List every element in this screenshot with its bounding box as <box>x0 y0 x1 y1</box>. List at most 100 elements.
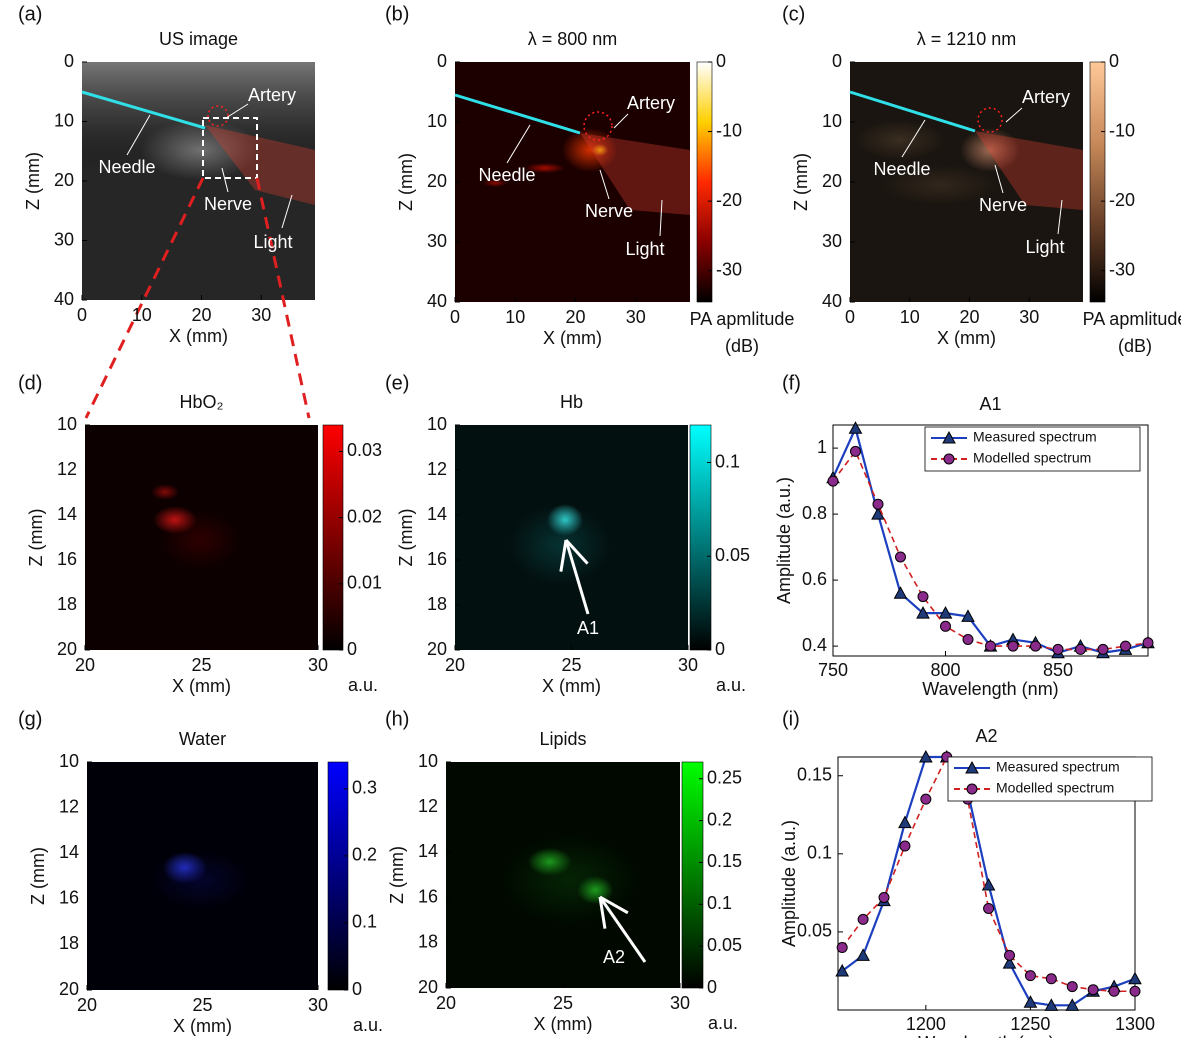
marker <box>1002 956 1017 969</box>
z-tick-label: 16 <box>418 886 438 906</box>
colorbar-tick-label: 0.3 <box>352 778 377 798</box>
marker <box>893 586 908 599</box>
panel-letter: (f) <box>782 372 801 394</box>
marker <box>917 591 929 603</box>
image-feature <box>483 179 507 187</box>
panel-title: HbO₂ <box>180 392 224 412</box>
arrow <box>564 539 590 615</box>
annotation: Light <box>253 232 292 252</box>
x-axis-label: X (mm) <box>172 676 231 696</box>
marker <box>983 902 995 914</box>
z-tick-label: 40 <box>822 291 842 311</box>
marker <box>895 551 906 563</box>
marker <box>835 963 850 977</box>
pointer <box>221 167 229 193</box>
legend-marker <box>942 430 956 444</box>
panel-title: Water <box>179 729 226 749</box>
annotation: Nerve <box>585 201 633 221</box>
artery-outline <box>977 107 1003 133</box>
legend-label: Modelled spectrum <box>996 780 1114 796</box>
x-axis-label: Wavelength (nm) <box>922 679 1058 699</box>
z-tick-label: 16 <box>59 888 79 908</box>
arrow-head <box>564 538 589 565</box>
colorbar-tick-label: 0.15 <box>707 851 742 871</box>
z-axis-label: Z (mm) <box>791 153 811 211</box>
z-tick-label: 0 <box>437 51 447 71</box>
image-feature <box>150 850 250 910</box>
marker <box>1007 640 1019 652</box>
x-tick-label: 20 <box>445 655 465 675</box>
x-tick-label: 20 <box>436 993 456 1013</box>
colorbar-tick-label: 0.2 <box>707 809 732 829</box>
z-axis-label: Z (mm) <box>396 153 416 211</box>
z-tick-label: 12 <box>59 796 79 816</box>
z-tick-label: 14 <box>59 842 79 862</box>
colorbar-tick-label: 0.05 <box>707 935 742 955</box>
colorbar <box>689 424 712 651</box>
z-axis-label: Z (mm) <box>26 509 46 567</box>
marker <box>848 421 863 434</box>
x-tick-label: 30 <box>1019 307 1039 327</box>
light-cone <box>205 125 315 205</box>
marker <box>850 445 861 457</box>
legend-marker <box>943 453 955 465</box>
chart-title: A2 <box>975 726 997 746</box>
annotation: Nerve <box>204 194 252 214</box>
image-feature <box>960 128 1020 172</box>
colorbar-tick-label: 0 <box>1109 51 1119 71</box>
colorbar-tick-label: -20 <box>716 190 742 210</box>
z-tick-label: 30 <box>822 231 842 251</box>
marker <box>1087 984 1099 996</box>
needle <box>454 93 581 135</box>
pointer <box>225 103 249 119</box>
colorbar-tick-label: 0 <box>716 51 726 71</box>
image-feature <box>880 165 1000 205</box>
annotation: Needle <box>873 159 930 179</box>
marker <box>827 475 839 487</box>
marker <box>1044 998 1059 1011</box>
image-feature <box>510 505 610 585</box>
marker <box>1045 973 1057 985</box>
z-tick-label: 20 <box>54 170 74 190</box>
x-tick-label: 20 <box>959 307 979 327</box>
z-tick-label: 10 <box>57 414 77 434</box>
legend-box <box>947 756 1153 802</box>
z-tick-label: 14 <box>57 504 77 524</box>
image-feature <box>500 835 640 925</box>
artery-outline <box>583 111 613 141</box>
arrow-head <box>599 895 629 915</box>
annotation: Artery <box>248 85 296 105</box>
pointer <box>659 199 663 237</box>
panel-letter: (h) <box>385 708 409 730</box>
marker <box>871 507 885 520</box>
marker <box>981 878 996 891</box>
colorbar-tick-label: 0.02 <box>347 506 382 526</box>
marker <box>1097 643 1109 655</box>
x-tick-label: 25 <box>191 655 211 675</box>
x-tick-label: 1250 <box>1010 1014 1050 1034</box>
marker <box>1128 971 1142 985</box>
marker <box>1004 949 1016 961</box>
colorbar-tick-label: 0.25 <box>707 767 742 787</box>
y-tick-label: 0.05 <box>797 921 832 941</box>
y-tick-label: 0.6 <box>802 569 827 589</box>
marker <box>985 640 996 652</box>
annotation: Artery <box>1022 87 1070 107</box>
z-tick-label: 18 <box>418 932 438 952</box>
zoom-line <box>84 177 205 419</box>
x-tick-label: 30 <box>678 655 698 675</box>
colorbar-tick-label: -10 <box>716 120 742 140</box>
x-axis-label: X (mm) <box>173 1016 232 1036</box>
panel-title: λ = 800 nm <box>528 29 618 49</box>
z-tick-label: 20 <box>57 639 77 659</box>
marker <box>836 942 848 954</box>
legend-label: Measured spectrum <box>996 759 1120 775</box>
x-tick-label: 30 <box>308 655 328 675</box>
zoom-line <box>255 177 311 419</box>
marker <box>898 815 912 829</box>
y-axis-label: Amplitude (a.u.) <box>779 820 799 947</box>
colorbar-tick-label: 0 <box>352 979 362 999</box>
x-tick-label: 1300 <box>1115 1014 1155 1034</box>
marker <box>872 498 884 510</box>
light-cone <box>975 131 1083 210</box>
